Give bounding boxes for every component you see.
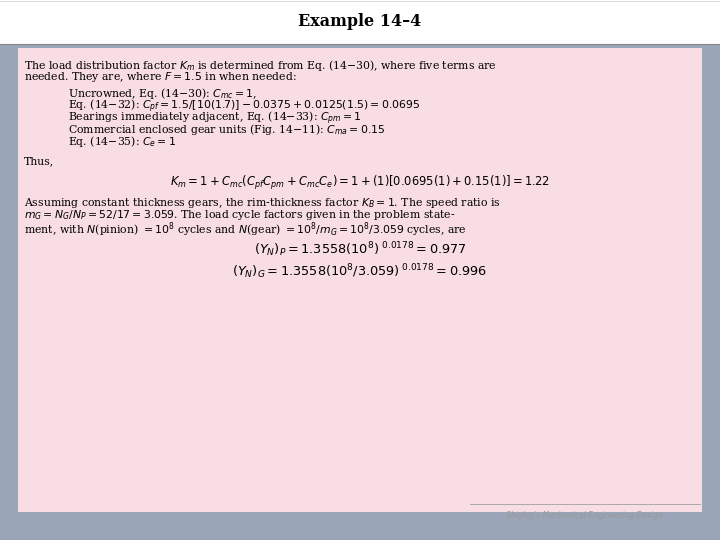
Text: needed. They are, where $F = 1.5$ in when needed:: needed. They are, where $F = 1.5$ in whe…	[24, 70, 297, 84]
Text: $(Y_N)_G = 1.3558(10^8/3.059)^{\ 0.0178} = 0.996$: $(Y_N)_G = 1.3558(10^8/3.059)^{\ 0.0178}…	[233, 262, 487, 281]
Text: Shigley's Mechanical Engineering Design: Shigley's Mechanical Engineering Design	[506, 511, 664, 520]
Text: Eq. (14$-$35): $C_e = 1$: Eq. (14$-$35): $C_e = 1$	[68, 134, 176, 149]
Text: $m_G = N_G/N_P = 52/17 = 3.059$. The load cycle factors given in the problem sta: $m_G = N_G/N_P = 52/17 = 3.059$. The loa…	[24, 208, 456, 222]
Text: Assuming constant thickness gears, the rim-thickness factor $K_B = 1$. The speed: Assuming constant thickness gears, the r…	[24, 196, 501, 210]
Bar	[0, 0, 720, 44]
Text: ment, with $N$(pinion) $= 10^8$ cycles and $N$(gear) $= 10^8/m_G = 10^8/3.059$ c: ment, with $N$(pinion) $= 10^8$ cycles a…	[24, 220, 467, 239]
Text: The load distribution factor $K_m$ is determined from Eq. (14$-$30), where five : The load distribution factor $K_m$ is de…	[24, 58, 497, 73]
Text: Eq. (14$-$32): $C_{pf} = 1.5/[10(1.7)] - 0.0375 + 0.0125(1.5) = 0.0695$: Eq. (14$-$32): $C_{pf} = 1.5/[10(1.7)] -…	[68, 98, 420, 116]
Bar	[18, 48, 702, 512]
Text: Commercial enclosed gear units (Fig. 14$-$11): $C_{ma} = 0.15$: Commercial enclosed gear units (Fig. 14$…	[68, 122, 385, 137]
Text: Thus,: Thus,	[24, 156, 54, 166]
Text: $K_m = 1 + C_{mc}(C_{pf}C_{pm} + C_{mc}C_e) = 1 + (1)[0.0695(1) + 0.15(1)] = 1.2: $K_m = 1 + C_{mc}(C_{pf}C_{pm} + C_{mc}C…	[170, 174, 550, 192]
Text: $(Y_N)_P = 1.3558(10^8)^{\ 0.0178} = 0.977$: $(Y_N)_P = 1.3558(10^8)^{\ 0.0178} = 0.9…	[253, 240, 467, 259]
Text: Bearings immediately adjacent, Eq. (14$-$33): $C_{pm} = 1$: Bearings immediately adjacent, Eq. (14$-…	[68, 110, 361, 127]
Text: Uncrowned, Eq. (14$-$30): $C_{mc} = 1$,: Uncrowned, Eq. (14$-$30): $C_{mc} = 1$,	[68, 86, 257, 101]
Text: Example 14–4: Example 14–4	[298, 14, 422, 30]
